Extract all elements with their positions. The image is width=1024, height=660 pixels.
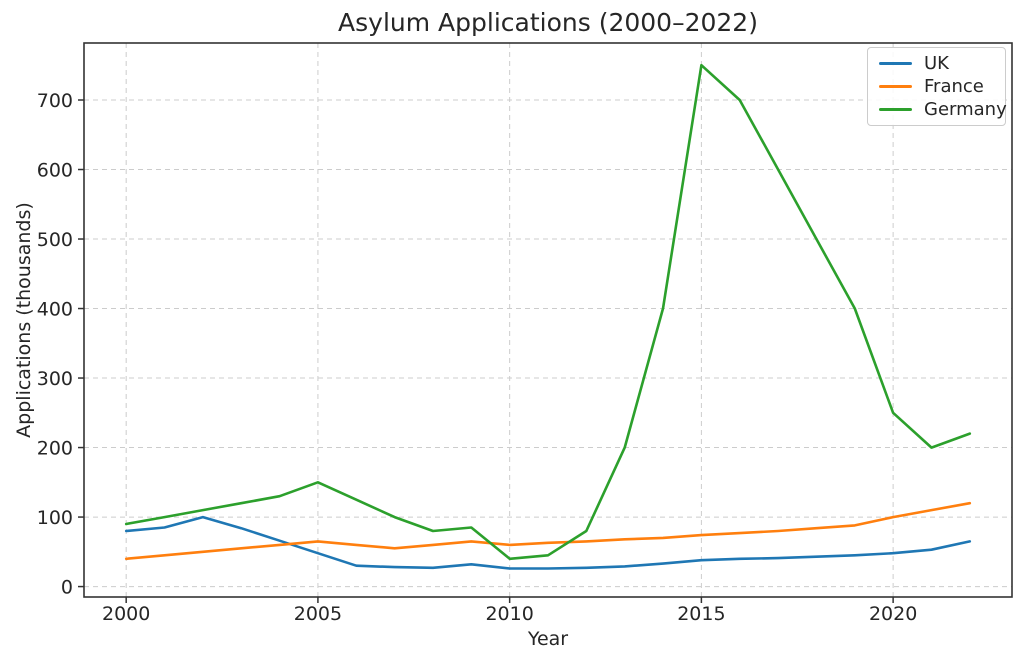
legend-item-uk: UK <box>868 53 1005 75</box>
legend-swatch-germany <box>879 108 912 111</box>
axes-spines <box>83 42 1013 598</box>
x-tick-label-2010: 2010 <box>485 603 533 625</box>
legend-swatch-france <box>879 85 912 88</box>
x-tick-label-2020: 2020 <box>869 603 917 625</box>
y-tick-label-0: 0 <box>61 577 73 599</box>
x-tick-label-2005: 2005 <box>294 603 342 625</box>
chart-title: Asylum Applications (2000–2022) <box>338 8 758 37</box>
legend-swatch-uk <box>879 62 912 65</box>
y-tick-label-200: 200 <box>37 438 73 460</box>
y-tick-label-600: 600 <box>37 160 73 182</box>
x-axis-label: Year <box>527 628 569 650</box>
legend-item-germany: Germany <box>868 99 1007 121</box>
series-line-uk <box>124 515 972 570</box>
y-tick-label-300: 300 <box>37 368 73 390</box>
series-line-germany <box>124 63 972 561</box>
legend-item-france: France <box>868 76 1005 98</box>
y-axis-label: Applications (thousands) <box>13 202 35 438</box>
legend-label-germany: Germany <box>924 99 1007 120</box>
legend-label-uk: UK <box>924 53 949 74</box>
y-tick-label-700: 700 <box>37 90 73 112</box>
legend-label-france: France <box>924 76 984 97</box>
y-tick-label-500: 500 <box>37 229 73 251</box>
x-tick-label-2015: 2015 <box>677 603 725 625</box>
series-line-france <box>124 501 972 561</box>
legend: UK France Germany <box>867 47 1007 126</box>
y-tick-label-100: 100 <box>37 507 73 529</box>
x-tick-label-2000: 2000 <box>102 603 150 625</box>
y-tick-label-400: 400 <box>37 299 73 321</box>
